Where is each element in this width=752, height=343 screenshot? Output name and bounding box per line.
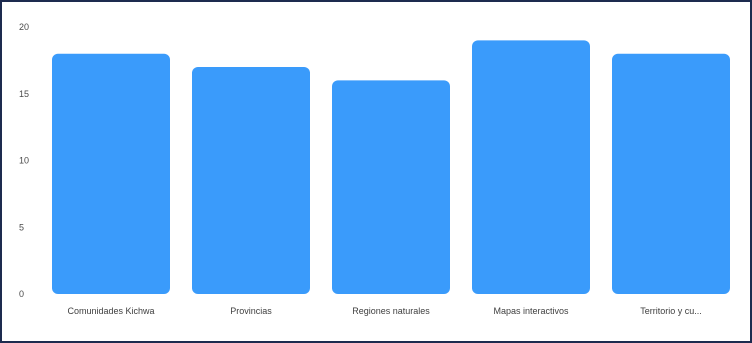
- x-tick-label: Provincias: [230, 306, 272, 316]
- y-tick-label: 5: [19, 222, 24, 232]
- bar[interactable]: [472, 40, 590, 294]
- x-tick-label: Regiones naturales: [352, 306, 430, 316]
- x-tick-label: Territorio y cu...: [640, 306, 702, 316]
- x-tick-label: Mapas interactivos: [493, 306, 569, 316]
- bar[interactable]: [52, 53, 170, 295]
- x-axis: Comunidades Kichwa Provincias Regiones nat…: [67, 306, 701, 316]
- y-tick-label: 0: [19, 289, 24, 299]
- bar[interactable]: [612, 53, 730, 295]
- y-tick-label: 20: [19, 22, 29, 32]
- bar[interactable]: [192, 67, 310, 294]
- x-tick-label: Comunidades Kichwa: [67, 306, 154, 316]
- bars: [52, 40, 730, 295]
- y-tick-label: 15: [19, 89, 29, 99]
- bar[interactable]: [332, 80, 450, 295]
- y-tick-label: 10: [19, 156, 29, 166]
- y-axis: 0 5 10 15 20: [19, 22, 29, 299]
